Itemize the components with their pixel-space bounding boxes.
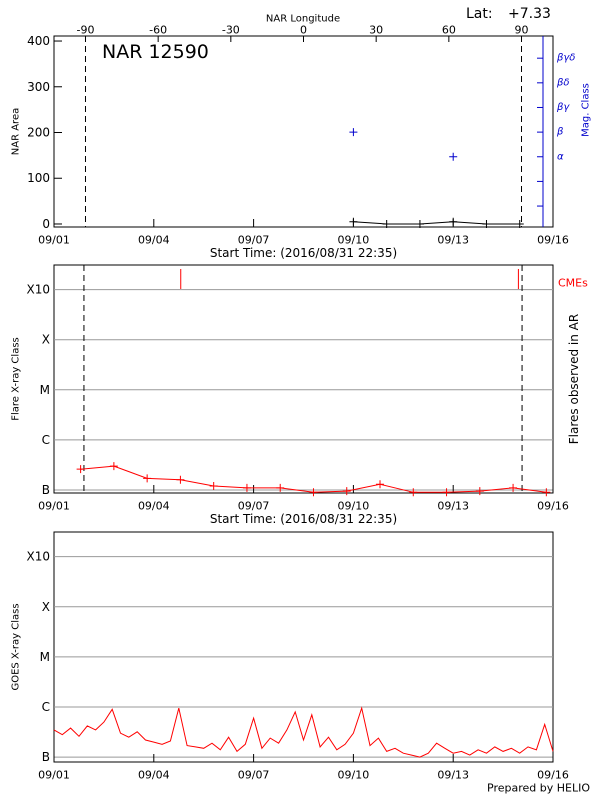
y-tick-label: 200: [27, 126, 50, 140]
x-tick-label: 09/04: [138, 769, 170, 782]
x-tick-label: 09/16: [537, 234, 569, 247]
y2-tick-label: α: [557, 151, 564, 162]
panel-title: NAR 12590: [102, 41, 209, 63]
plot-frame: [53, 35, 554, 228]
x-tick-label: 09/16: [537, 500, 569, 513]
x-tick-label: 09/10: [338, 500, 370, 513]
series-line: [353, 221, 520, 225]
y-axis-label: Flare X-ray Class: [11, 337, 22, 421]
x-tick-label: 09/01: [38, 500, 70, 513]
data-point: [349, 217, 358, 226]
y-tick-label: C: [42, 700, 50, 714]
x-tick-label: 09/01: [38, 769, 70, 782]
data-point: [176, 475, 185, 484]
y2-axis-label: Flares observed in AR: [567, 314, 581, 444]
y-tick-label: M: [40, 383, 50, 397]
data-point: [449, 217, 458, 226]
data-point: [482, 219, 491, 228]
x-axis-label: Start Time: (2016/08/31 22:35): [210, 512, 397, 526]
y-tick-label: 400: [27, 34, 50, 48]
data-point: [542, 488, 551, 497]
lat-label: Lat:: [466, 6, 493, 22]
data-point: [143, 474, 152, 483]
x2-tick-label: 0: [300, 24, 307, 37]
x2-tick-label: -30: [222, 24, 240, 37]
x2-tick-label: 30: [369, 24, 383, 37]
data-point: [242, 483, 251, 492]
data-point: [449, 152, 458, 161]
y-tick-label: B: [42, 483, 50, 497]
y2-axis-label: Mag. Class: [581, 83, 592, 137]
data-point: [209, 482, 218, 491]
y-tick-label: 100: [27, 171, 50, 185]
y-tick-label: C: [42, 433, 50, 447]
data-point: [342, 487, 351, 496]
x2-tick-label: 60: [442, 24, 456, 37]
x2-axis-label: NAR Longitude: [266, 14, 340, 25]
data-point: [349, 128, 358, 137]
data-point: [382, 219, 391, 228]
data-point: [442, 488, 451, 497]
data-point: [276, 483, 285, 492]
x-tick-label: 09/07: [238, 234, 270, 247]
cme-label: CMEs: [558, 277, 588, 290]
data-point: [475, 487, 484, 496]
x-axis-label: Start Time: (2016/08/31 22:35): [210, 246, 397, 260]
y2-tick-label: βγ: [556, 102, 570, 113]
plot-frame: [53, 531, 554, 763]
y-tick-label: X10: [27, 550, 51, 564]
data-point: [309, 488, 318, 497]
data-point: [415, 219, 424, 228]
y2-tick-label: βδ: [556, 77, 570, 88]
data-point: [376, 480, 385, 489]
y-tick-label: 0: [42, 217, 50, 231]
x-tick-label: 09/10: [338, 769, 370, 782]
data-point: [409, 488, 418, 497]
data-point: [509, 483, 518, 492]
x-tick-label: 09/13: [437, 500, 469, 513]
y-axis-label: GOES X-ray Class: [11, 603, 22, 690]
x-tick-label: 09/04: [138, 500, 170, 513]
plot-frame: [53, 264, 554, 494]
x-tick-label: 09/01: [38, 234, 70, 247]
y-axis-label: NAR Area: [11, 108, 22, 155]
y-tick-label: 300: [27, 80, 50, 94]
x-tick-label: 09/16: [537, 769, 569, 782]
data-point: [515, 219, 524, 228]
y-tick-label: M: [40, 650, 50, 664]
x-tick-label: 09/13: [437, 234, 469, 247]
y-tick-label: X10: [27, 283, 51, 297]
y2-tick-label: β: [556, 127, 564, 138]
data-point: [76, 465, 85, 474]
x2-tick-label: -60: [149, 24, 167, 37]
series-line: [53, 706, 554, 758]
y-tick-label: X: [42, 600, 50, 614]
x2-tick-label: 90: [515, 24, 529, 37]
x-tick-label: 09/10: [338, 234, 370, 247]
x-tick-label: 09/04: [138, 234, 170, 247]
y2-tick-label: βγδ: [556, 53, 575, 64]
x-tick-label: 09/13: [437, 769, 469, 782]
y-tick-label: B: [42, 750, 50, 764]
y-tick-label: X: [42, 333, 50, 347]
footer: Prepared by HELIO: [487, 782, 590, 795]
data-point: [109, 462, 118, 471]
lat-value: +7.33: [508, 6, 551, 22]
x2-tick-label: -90: [77, 24, 95, 37]
x-tick-label: 09/07: [238, 500, 270, 513]
x-tick-label: 09/07: [238, 769, 270, 782]
